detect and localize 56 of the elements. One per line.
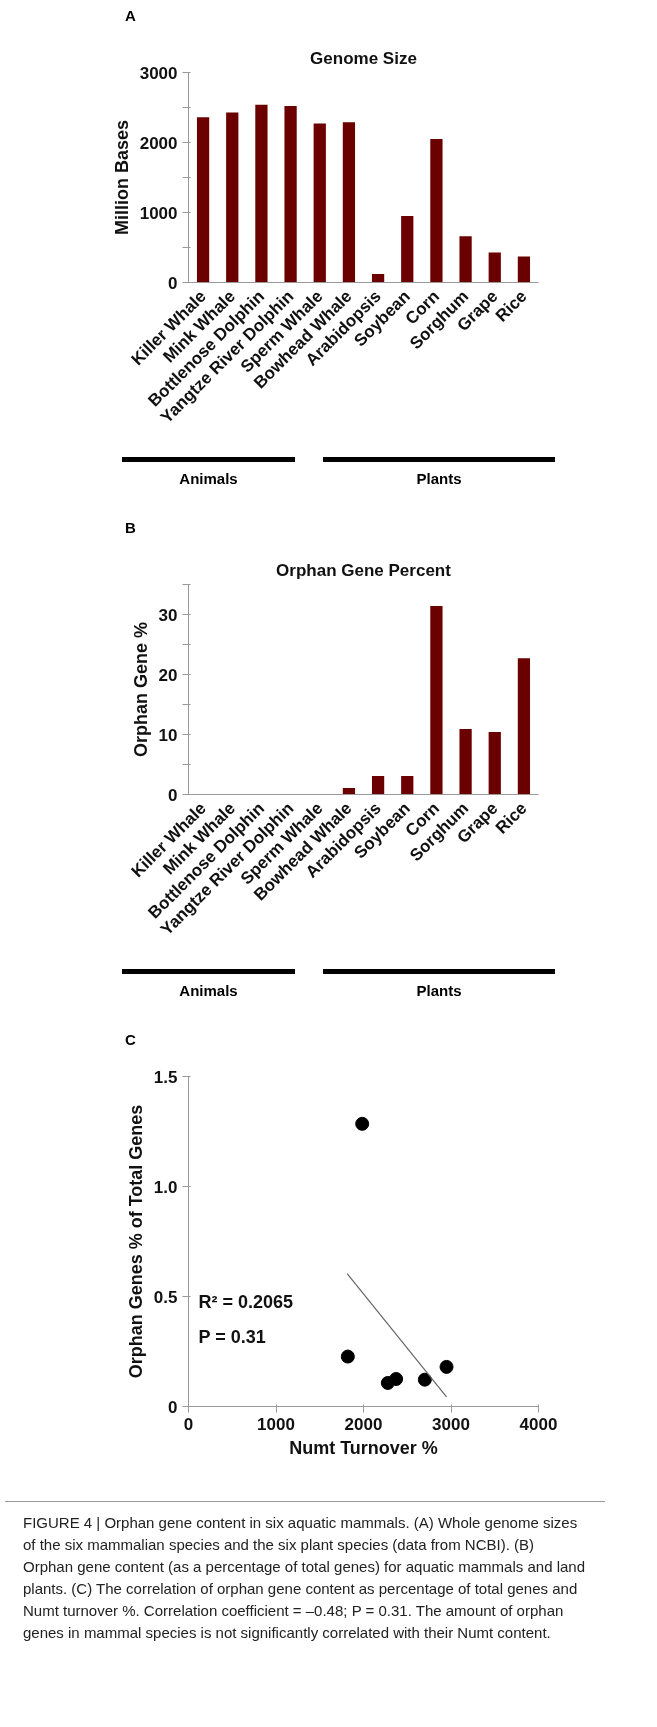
bar [401, 775, 414, 795]
annotation: R² = 0.2065 [198, 1291, 294, 1312]
x-tick-label: 1000 [257, 1414, 295, 1434]
text: Plants [323, 457, 555, 490]
y-axis-title: Orphan Genes % of Total Genes [125, 1104, 146, 1379]
bar [226, 112, 239, 283]
text: Plants [323, 969, 555, 1002]
text: C [124, 1030, 136, 1050]
annotation: P = 0.31 [198, 1326, 266, 1347]
point [389, 1372, 404, 1386]
y-axis-title: Million Bases [111, 119, 132, 236]
y-tick-label: 30 [158, 605, 178, 625]
bar [284, 106, 297, 283]
y-tick-label: 0 [168, 785, 178, 805]
chart-title: Orphan Gene Percent [276, 560, 452, 580]
text: A [124, 6, 136, 26]
y-tick-label: 1000 [139, 203, 178, 223]
bar [488, 252, 501, 283]
bar [255, 104, 268, 283]
bar [488, 732, 501, 795]
text: B [124, 518, 136, 538]
x-tick-label: 2000 [344, 1414, 383, 1434]
bar [517, 658, 531, 795]
bar [313, 123, 326, 283]
bar [401, 216, 414, 283]
point [439, 1359, 454, 1374]
x-axis-title: Numt Turnover % [289, 1437, 438, 1458]
x-tick-label: 3000 [432, 1414, 470, 1434]
y-tick-label: 2000 [139, 133, 178, 153]
caption: FIGURE 4 | Orphan gene content in six aquatic mammals. (A) Whole genome sizes of the six mammalian species and the six plant species (data from NCBI). (B) Orphan gene content (as a percentage of total genes) for aquatic mammals and land plants. (C) The correlation of orphan gene content as percentage of total genes and Numt turnover %. Correlation coefficient = –0.48; P = 0.31. The amount of orphan genes in mammal species is not significantly correlated with their Numt content. [5, 1501, 605, 1654]
y-tick-label: 0 [168, 273, 178, 293]
bar [196, 117, 210, 283]
y-tick-label: 10 [158, 725, 178, 745]
bar [342, 122, 356, 283]
bar [371, 775, 385, 795]
bar [430, 606, 443, 795]
x-tick-label: 4000 [519, 1414, 558, 1434]
bar [459, 729, 472, 795]
y-tick-label: 0 [168, 1397, 178, 1417]
y-tick-label: 1.0 [153, 1177, 178, 1197]
bar [459, 236, 472, 283]
y-tick-label: 20 [158, 665, 178, 685]
bar [517, 256, 531, 283]
text: Animals [122, 969, 295, 1002]
point [355, 1116, 370, 1131]
y-tick-label: 3000 [139, 63, 178, 83]
y-tick-label: 1.5 [153, 1067, 178, 1087]
chart-title: Genome Size [310, 48, 417, 68]
bar [371, 274, 385, 283]
point [340, 1349, 355, 1364]
y-axis-title: Orphan Gene % [130, 621, 151, 758]
x-tick-label: 0 [183, 1414, 194, 1434]
y-tick-label: 0.5 [153, 1287, 178, 1307]
point [417, 1372, 432, 1387]
bar [430, 139, 443, 283]
text: Animals [122, 457, 295, 490]
